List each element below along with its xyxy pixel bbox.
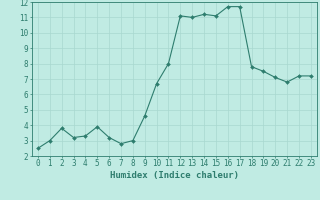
- X-axis label: Humidex (Indice chaleur): Humidex (Indice chaleur): [110, 171, 239, 180]
